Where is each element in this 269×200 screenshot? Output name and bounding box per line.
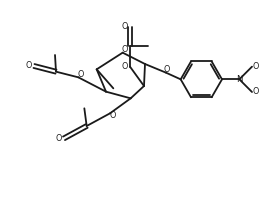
Text: O: O [122, 62, 128, 71]
Text: O: O [110, 111, 116, 120]
Text: O: O [122, 22, 128, 31]
Text: O: O [164, 65, 170, 74]
Text: N: N [236, 75, 243, 84]
Text: O: O [26, 62, 32, 71]
Text: O: O [253, 88, 259, 97]
Text: O: O [77, 70, 83, 79]
Text: O: O [56, 134, 62, 143]
Text: O: O [253, 62, 259, 71]
Text: O: O [122, 45, 128, 54]
